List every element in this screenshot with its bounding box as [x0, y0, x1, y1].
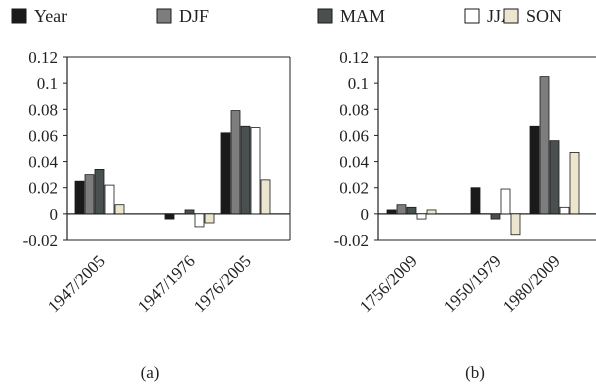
panel-b-y-tick-label: 0.08 [339, 100, 369, 119]
panel-b-bar-jja-2 [500, 188, 511, 215]
legend-swatch-djf [156, 8, 172, 24]
panel-b-y-tick-label: 0.04 [339, 153, 369, 172]
panel-a-caption: (a) [141, 363, 160, 382]
panel-a-y-tick-label: -0.02 [23, 231, 58, 250]
legend-label-son: SON [526, 6, 562, 26]
panel-a-bar-mam-2 [184, 209, 195, 215]
panel-b-y-tick-label: 0.1 [348, 74, 369, 93]
panel-a-bar-son-1 [114, 204, 125, 215]
panel-b-bar-year-3 [529, 125, 540, 215]
panel-a-bar-mam-1 [94, 169, 105, 215]
legend-swatch-year [11, 8, 27, 24]
panel-b-y-tick-label: 0.02 [339, 179, 369, 198]
legend-label-djf: DJF [179, 6, 209, 26]
panel-b-bar-djf-3 [539, 76, 550, 215]
panel-b-bar-jja-1 [416, 213, 427, 220]
panel-a-y-tick-label: 0.1 [37, 74, 58, 93]
panel-a-y-tick-label: 0.08 [28, 100, 58, 119]
panel-a-category-label: 1976/2005 [190, 251, 255, 316]
panel-b-y-tick-label: 0.12 [339, 48, 369, 67]
panel-a-bar-djf-1 [84, 174, 95, 215]
legend-swatch-mam [317, 8, 333, 24]
legend-label-year: Year [34, 6, 67, 26]
panel-b-y-tick-label: -0.02 [334, 231, 369, 250]
panel-b-bar-year-1 [386, 209, 397, 215]
panel-a-category-label: 1947/1976 [134, 251, 199, 316]
panel-a-bar-djf-3 [230, 110, 241, 215]
legend-label-mam: MAM [340, 6, 385, 26]
panel-a-bar-jja-1 [104, 184, 115, 215]
panel-b-caption: (b) [465, 363, 485, 382]
panel-a-y-tick-label: 0.04 [28, 153, 58, 172]
panel-b-bar-mam-1 [406, 206, 417, 215]
panel-b-y-tick-label: 0.06 [339, 126, 369, 145]
panel-a-y-tick-label: 0.12 [28, 48, 58, 67]
panel-a-bar-year-3 [220, 132, 231, 215]
panel-a-bar-jja-2 [194, 213, 205, 228]
panel-b-bar-son-1 [426, 209, 437, 215]
panel-b-y-tick-label: 0 [361, 205, 370, 224]
panel-b-bar-mam-3 [549, 140, 560, 215]
panel-a-bar-son-2 [204, 213, 215, 224]
panel-a-y-tick-label: 0 [50, 205, 59, 224]
panel-a-category-label: 1947/2005 [44, 251, 109, 316]
panel-a-y-tick-label: 0.06 [28, 126, 58, 145]
legend-swatch-jja [464, 8, 480, 24]
panel-b-category-label: 1980/2009 [499, 251, 564, 316]
panel-b-bar-jja-3 [559, 206, 570, 215]
panel-b-category-label: 1756/2009 [356, 251, 421, 316]
panel-a-bar-year-2 [164, 213, 175, 220]
panel-a-y-tick-label: 0.02 [28, 179, 58, 198]
panel-b-category-label: 1950/1979 [440, 251, 505, 316]
panel-b-bar-son-2 [510, 213, 521, 236]
panel-a-bar-jja-3 [250, 127, 261, 215]
panel-a-bar-mam-3 [240, 125, 251, 215]
legend-swatch-son [503, 8, 519, 24]
panel-a-bar-son-3 [260, 179, 271, 215]
panel-b-bar-year-2 [470, 187, 481, 215]
panel-a-bar-year-1 [74, 180, 85, 215]
panel-b-bar-djf-1 [396, 204, 407, 215]
panel-b-bar-son-3 [569, 152, 580, 215]
panel-b-bar-mam-2 [490, 213, 501, 220]
